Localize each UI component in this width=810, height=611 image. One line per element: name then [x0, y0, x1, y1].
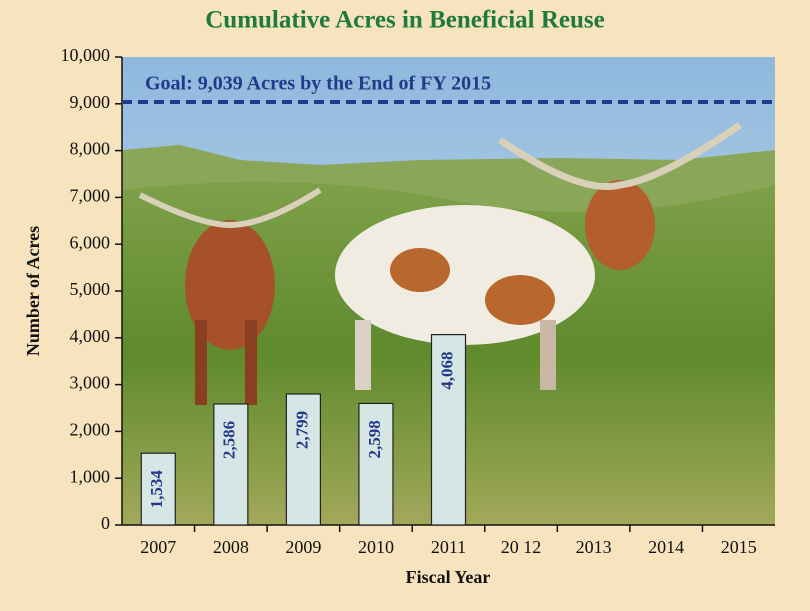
x-tick-label: 2013 — [576, 537, 612, 557]
value-label: 2,598 — [365, 420, 384, 458]
x-tick-label: 2011 — [431, 537, 466, 557]
y-axis-label: Number of Acres — [23, 226, 43, 356]
y-tick-label: 7,000 — [70, 186, 111, 206]
value-label: 1,534 — [147, 470, 166, 509]
bar — [430, 334, 467, 526]
y-tick-label: 4,000 — [70, 326, 111, 346]
y-tick-label: 0 — [101, 513, 110, 533]
bar — [285, 393, 321, 526]
x-tick-label: 2010 — [358, 537, 394, 557]
value-label: 4,068 — [437, 351, 456, 389]
x-tick-label: 2009 — [285, 537, 321, 557]
value-label: 2,586 — [220, 421, 239, 459]
x-tick-label: 2007 — [140, 537, 176, 557]
x-axis-label: Fiscal Year — [406, 567, 491, 587]
goal-label: Goal: 9,039 Acres by the End of FY 2015 — [145, 73, 491, 95]
bar — [140, 452, 176, 526]
y-tick-label: 5,000 — [70, 279, 111, 299]
y-tick-label: 10,000 — [61, 45, 111, 65]
bar — [358, 402, 394, 526]
x-tick-label: 2008 — [213, 537, 249, 557]
y-tick-label: 1,000 — [70, 466, 111, 486]
y-tick-label: 6,000 — [70, 232, 111, 252]
x-tick-label: 2015 — [721, 537, 757, 557]
y-tick-label: 8,000 — [70, 139, 111, 159]
y-tick-label: 3,000 — [70, 373, 111, 393]
bar — [213, 403, 249, 526]
y-tick-label: 2,000 — [70, 420, 111, 440]
chart-title: Cumulative Acres in Beneficial Reuse — [205, 7, 605, 34]
x-tick-label: 2014 — [648, 537, 684, 557]
value-label: 2,799 — [292, 411, 311, 449]
y-tick-label: 9,000 — [70, 92, 111, 112]
x-tick-label: 20 12 — [501, 537, 542, 557]
